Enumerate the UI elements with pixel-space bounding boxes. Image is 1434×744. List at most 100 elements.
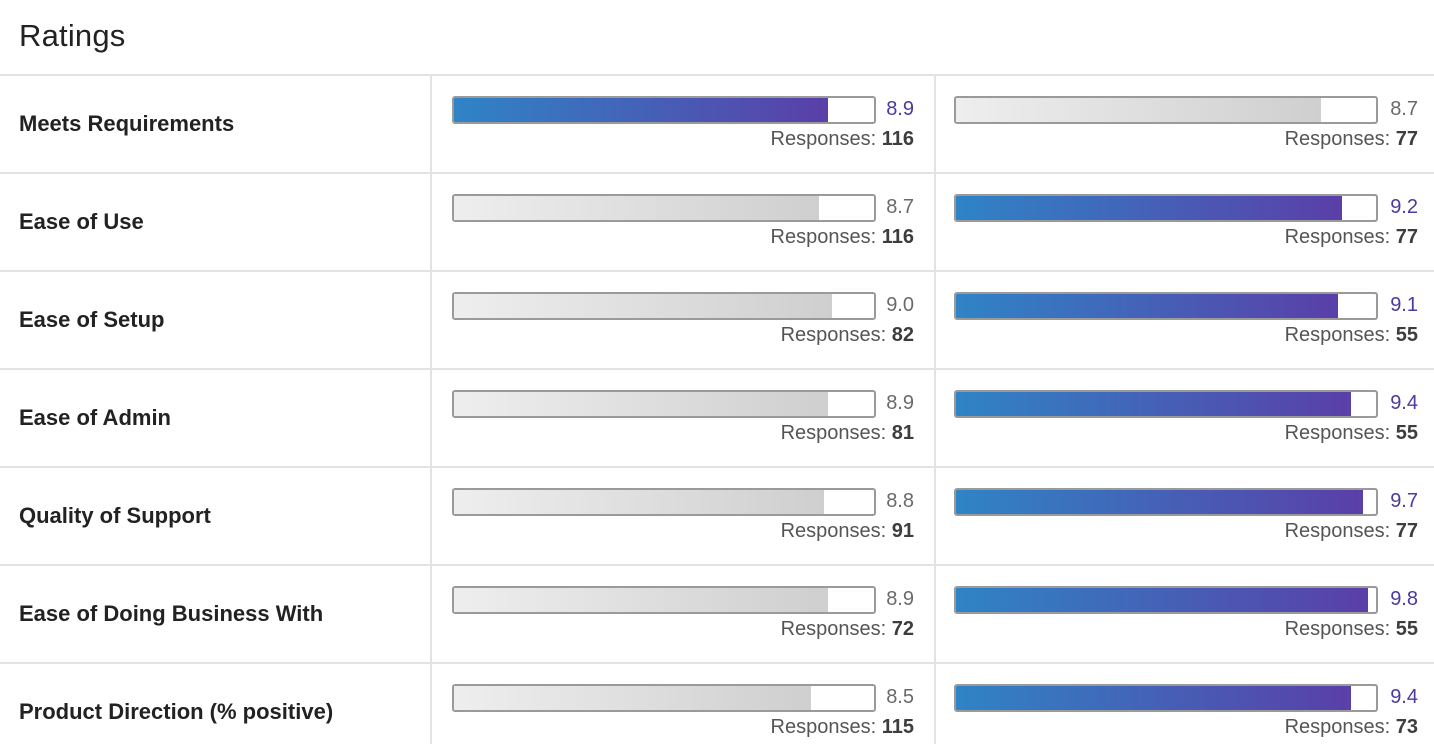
responses-label: Responses: [780, 618, 887, 640]
rating-score: 9.1 [1390, 294, 1418, 316]
responses-count: 77 [1395, 128, 1418, 150]
rating-score: 9.8 [1390, 588, 1418, 610]
responses-count: 55 [1395, 324, 1418, 346]
rating-score: 8.7 [886, 196, 914, 218]
responses-text: Responses: 73 [1285, 716, 1418, 739]
responses-count: 115 [881, 716, 914, 738]
responses-label: Responses: [1284, 716, 1391, 738]
rating-bar [954, 684, 1378, 712]
responses-text: Responses: 115 [771, 716, 914, 739]
responses-count: 91 [891, 520, 914, 542]
responses-text: Responses: 55 [1285, 422, 1418, 445]
rating-bar [954, 390, 1378, 418]
product-a-rating: 9.0 Responses: 82 [452, 272, 914, 368]
product-a-rating: 8.9 Responses: 81 [452, 370, 914, 466]
rating-row: Ease of Setup 9.0 Responses: 82 9.1 Resp… [0, 272, 1434, 370]
rating-bar [452, 684, 876, 712]
responses-label: Responses: [1284, 520, 1391, 542]
rating-row: Meets Requirements 8.9 Responses: 116 8.… [0, 76, 1434, 174]
rating-score: 9.4 [1390, 686, 1418, 708]
rating-bar [954, 488, 1378, 516]
responses-count: 77 [1395, 520, 1418, 542]
responses-text: Responses: 72 [781, 618, 914, 641]
rating-bar [452, 194, 876, 222]
responses-text: Responses: 77 [1285, 520, 1418, 543]
product-b-rating: 9.4 Responses: 73 [954, 664, 1418, 744]
rating-label: Ease of Admin [19, 405, 171, 430]
rating-bar-fill [454, 588, 828, 612]
product-b-rating: 9.1 Responses: 55 [954, 272, 1418, 368]
rating-bar-fill [956, 490, 1364, 514]
rating-label: Quality of Support [19, 503, 211, 528]
rating-bar [954, 292, 1378, 320]
rating-bar-fill [956, 588, 1368, 612]
product-b-rating: 8.7 Responses: 77 [954, 76, 1418, 172]
rating-bar [452, 488, 876, 516]
rating-score: 8.8 [886, 490, 914, 512]
rating-label: Ease of Doing Business With [19, 601, 324, 626]
rating-label: Ease of Setup [19, 307, 165, 332]
product-a-rating: 8.8 Responses: 91 [452, 468, 914, 564]
responses-label: Responses: [780, 520, 887, 542]
responses-label: Responses: [770, 128, 877, 150]
responses-count: 73 [1395, 716, 1418, 738]
rating-bar-fill [956, 98, 1322, 122]
responses-label: Responses: [1284, 422, 1391, 444]
rating-bar-fill [454, 294, 832, 318]
column-divider-1 [430, 76, 432, 744]
rating-score: 9.0 [886, 294, 914, 316]
ratings-header: Ratings [0, 0, 1434, 76]
rating-bar-fill [454, 392, 828, 416]
column-divider-2 [934, 76, 936, 744]
responses-count: 116 [881, 226, 914, 248]
responses-text: Responses: 55 [1285, 324, 1418, 347]
rating-bar-fill [454, 98, 828, 122]
responses-text: Responses: 77 [1285, 226, 1418, 249]
product-a-rating: 8.9 Responses: 116 [452, 76, 914, 172]
product-a-rating: 8.7 Responses: 116 [452, 174, 914, 270]
rating-bar [954, 96, 1378, 124]
rating-bar [452, 586, 876, 614]
responses-count: 116 [881, 128, 914, 150]
rating-score: 8.5 [886, 686, 914, 708]
responses-text: Responses: 81 [781, 422, 914, 445]
rating-bar [452, 292, 876, 320]
rating-row: Ease of Use 8.7 Responses: 116 9.2 Respo… [0, 174, 1434, 272]
rating-bar-fill [454, 490, 824, 514]
responses-label: Responses: [1284, 128, 1391, 150]
rating-score: 8.9 [886, 98, 914, 120]
product-b-rating: 9.2 Responses: 77 [954, 174, 1418, 270]
rating-score: 9.2 [1390, 196, 1418, 218]
responses-label: Responses: [780, 422, 887, 444]
responses-text: Responses: 116 [771, 128, 914, 151]
rating-row: Ease of Doing Business With 8.9 Response… [0, 566, 1434, 664]
ratings-list: Meets Requirements 8.9 Responses: 116 8.… [0, 76, 1434, 744]
rating-label: Meets Requirements [19, 111, 235, 136]
responses-label: Responses: [1284, 226, 1391, 248]
product-b-rating: 9.4 Responses: 55 [954, 370, 1418, 466]
responses-count: 55 [1395, 618, 1418, 640]
rating-bar [954, 194, 1378, 222]
responses-label: Responses: [1284, 324, 1391, 346]
rating-bar [452, 390, 876, 418]
rating-label: Product Direction (% positive) [19, 699, 334, 724]
responses-count: 77 [1395, 226, 1418, 248]
product-b-rating: 9.7 Responses: 77 [954, 468, 1418, 564]
rating-bar-fill [956, 294, 1339, 318]
rating-bar-fill [454, 686, 811, 710]
responses-text: Responses: 82 [781, 324, 914, 347]
rating-bar [452, 96, 876, 124]
rating-score: 8.9 [886, 588, 914, 610]
rating-bar [954, 586, 1378, 614]
rating-bar-fill [454, 196, 820, 220]
responses-text: Responses: 77 [1285, 128, 1418, 151]
rating-row: Quality of Support 8.8 Responses: 91 9.7… [0, 468, 1434, 566]
rating-row: Ease of Admin 8.9 Responses: 81 9.4 Resp… [0, 370, 1434, 468]
rating-label: Ease of Use [19, 209, 144, 234]
page-title: Ratings [19, 18, 126, 53]
responses-count: 55 [1395, 422, 1418, 444]
product-a-rating: 8.5 Responses: 115 [452, 664, 914, 744]
responses-text: Responses: 55 [1285, 618, 1418, 641]
responses-text: Responses: 116 [771, 226, 914, 249]
